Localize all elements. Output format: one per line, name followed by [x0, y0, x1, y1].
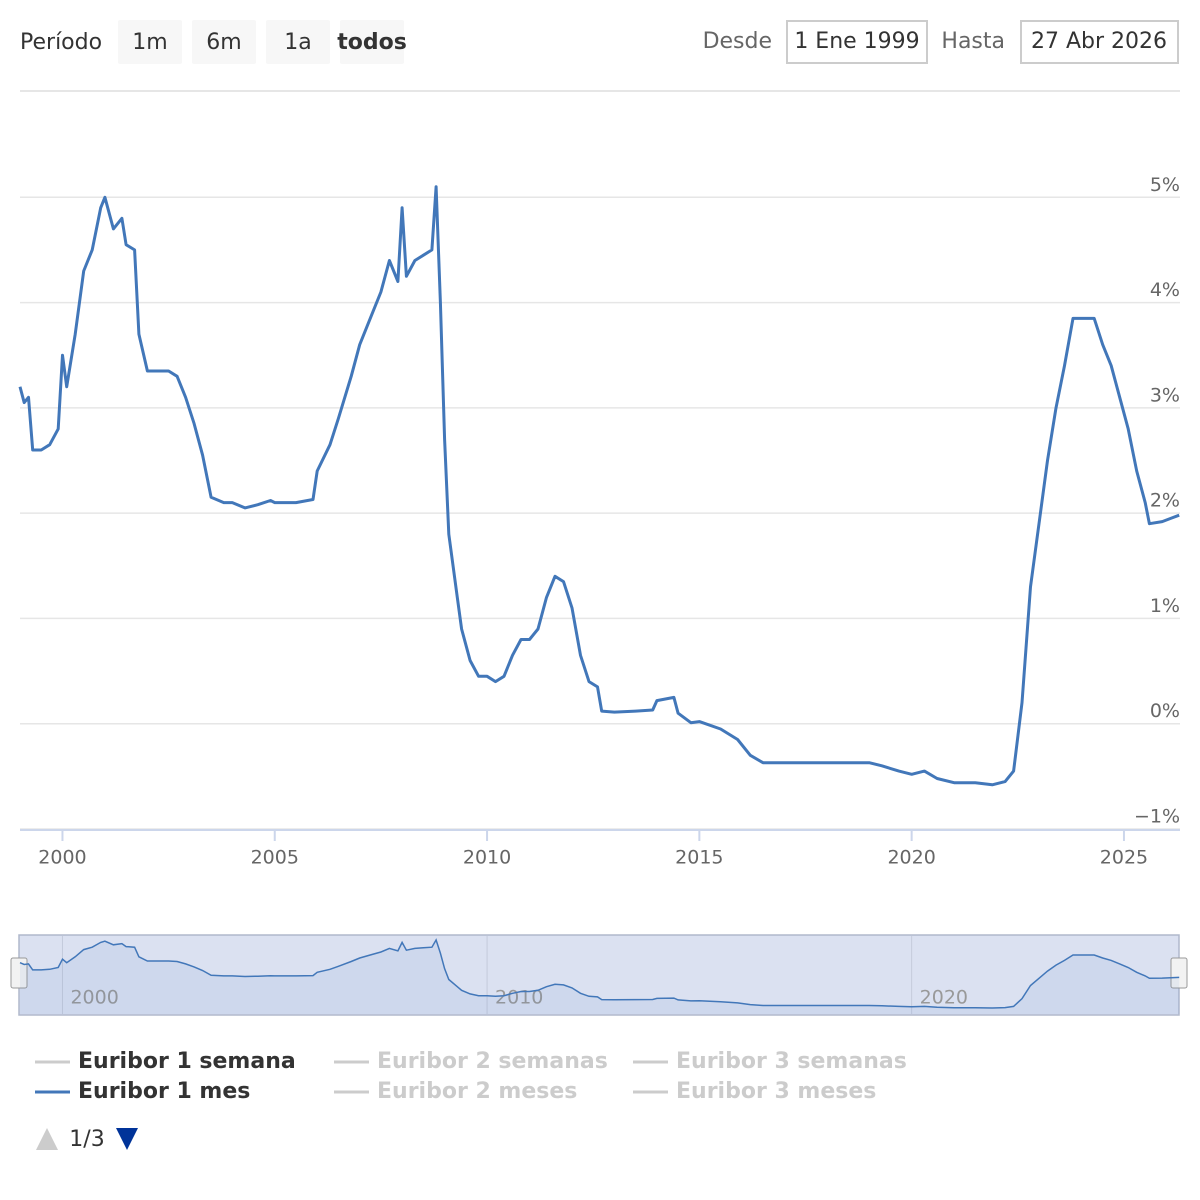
period-label: Período [20, 30, 102, 55]
range-button[interactable]: todos [337, 30, 407, 55]
from-input[interactable] [786, 20, 928, 64]
x-tick-label: 2005 [251, 847, 299, 869]
pager-down[interactable] [116, 1128, 138, 1150]
legend-item[interactable]: Euribor 2 meses [377, 1079, 577, 1104]
range-button[interactable]: 6m [206, 30, 241, 55]
button-bg[interactable] [192, 20, 256, 64]
from-label: Desde [703, 29, 772, 54]
legend-item[interactable]: Euribor 3 meses [676, 1079, 876, 1104]
navigator-handle[interactable] [10, 957, 28, 989]
to-input[interactable] [1020, 20, 1179, 64]
series-line [18, 185, 1180, 787]
navigator-tick-label: 2000 [70, 987, 118, 1009]
navigator-area [20, 940, 1180, 1014]
legend-item[interactable]: Euribor 1 semana [78, 1049, 296, 1074]
to-label: Hasta [941, 29, 1005, 54]
x-tick-label: 2020 [887, 847, 935, 869]
y-tick-label: 2% [1150, 490, 1180, 512]
y-tick-label: 5% [1150, 174, 1180, 196]
legend-item[interactable]: Euribor 1 mes [78, 1079, 250, 1104]
button-bg[interactable] [266, 20, 330, 64]
y-tick-label: 1% [1150, 595, 1180, 617]
legend-item[interactable]: Euribor 2 semanas [377, 1049, 608, 1074]
range-button[interactable]: 1m [132, 30, 167, 55]
navigator-tick-label: 2020 [920, 987, 968, 1009]
button-bg[interactable] [118, 20, 182, 64]
y-tick-label: 4% [1150, 279, 1180, 301]
x-tick-label: 2000 [38, 847, 86, 869]
y-tick-label: 3% [1150, 384, 1180, 406]
y-tick-label: 0% [1150, 700, 1180, 722]
x-tick-label: 2025 [1100, 847, 1148, 869]
legend-pager: 1/3 [69, 1127, 104, 1152]
button-bg[interactable] [340, 20, 404, 64]
navigator-line [19, 938, 1180, 1009]
legend-item[interactable]: Euribor 3 semanas [676, 1049, 907, 1074]
pager-up[interactable] [36, 1128, 58, 1150]
from-value[interactable]: 1 Ene 1999 [794, 29, 919, 54]
range-button[interactable]: 1a [284, 30, 311, 55]
x-tick-label: 2015 [675, 847, 723, 869]
navigator-handle[interactable] [1170, 957, 1188, 989]
y-tick-label: −1% [1134, 806, 1180, 828]
navigator-tick-label: 2010 [495, 987, 543, 1009]
to-value[interactable]: 27 Abr 2026 [1031, 29, 1167, 54]
x-tick-label: 2010 [463, 847, 511, 869]
